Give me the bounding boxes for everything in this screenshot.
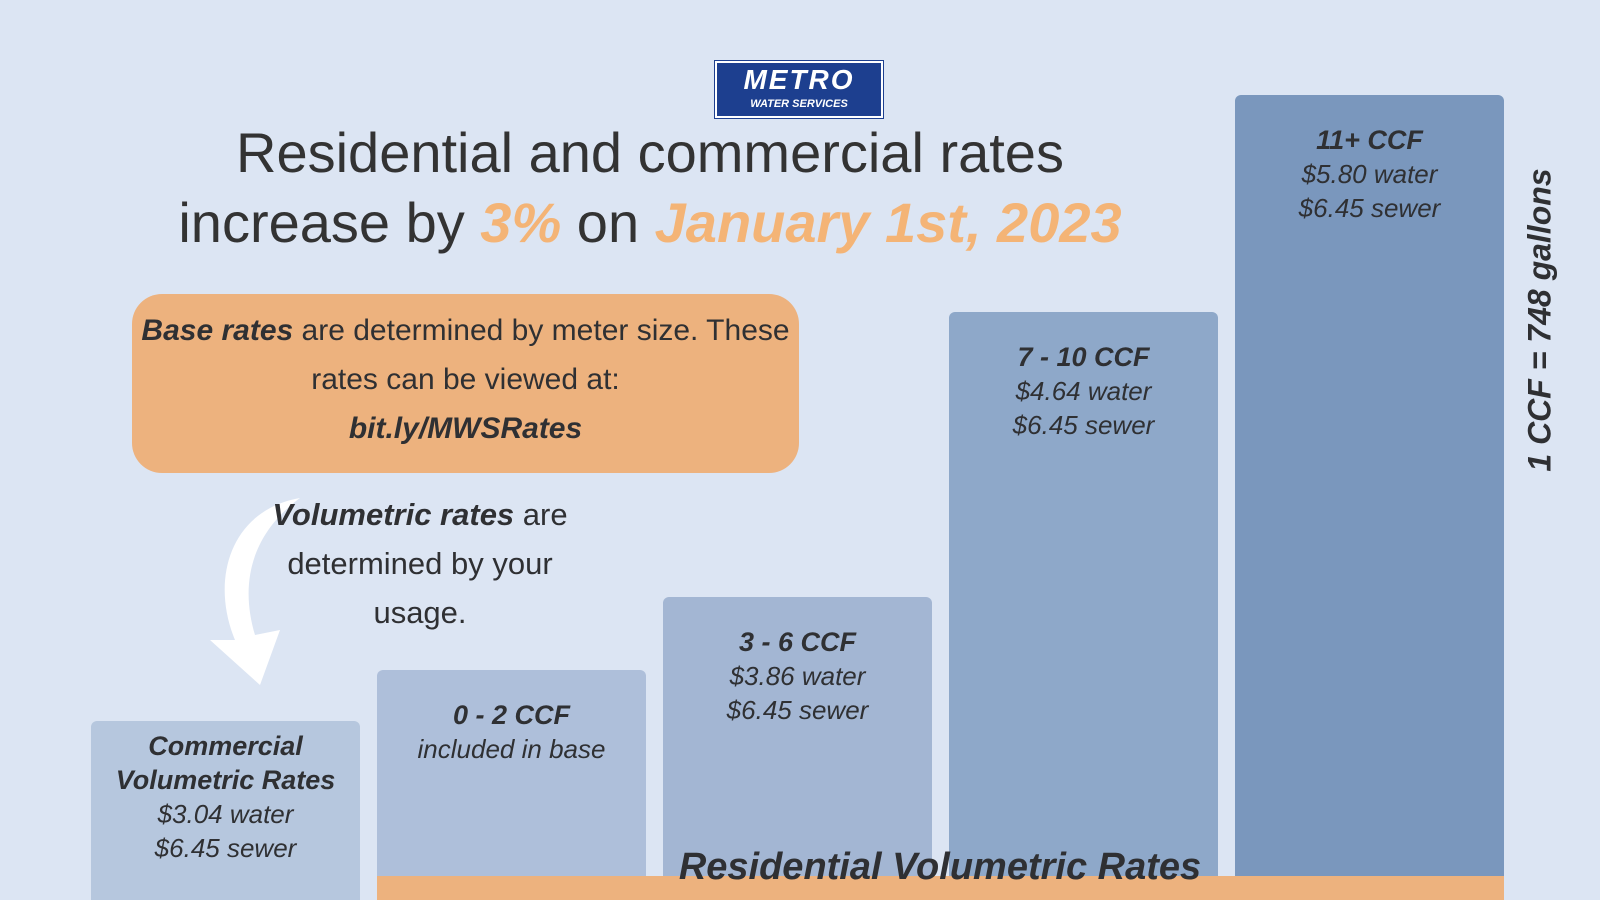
tier-label: 7 - 10 CCF	[1017, 342, 1150, 372]
tier-label: 0 - 2 CCF	[452, 700, 571, 730]
bold-text: Base rates	[141, 314, 294, 347]
percent: 3%	[480, 191, 562, 254]
residential-label: Residential Volumetric Rates	[678, 846, 1202, 888]
arrow	[210, 498, 300, 685]
logo: METRO WATER SERVICES	[714, 60, 884, 119]
tier-bar: 11+ CCF $5.80 water $6.45 sewer	[1235, 95, 1504, 900]
headline: Residential and commercial rates increas…	[60, 118, 1240, 258]
tier-rate: $6.45 sewer	[1012, 410, 1155, 440]
tier-label: 11+ CCF	[1316, 125, 1423, 155]
tier-bar: 0 - 2 CCF included in base	[377, 670, 646, 900]
tier-label: Commercial Volumetric Rates	[115, 731, 336, 795]
tier-rate: $4.64 water	[1015, 376, 1152, 406]
tier-label: 3 - 6 CCF	[738, 627, 857, 657]
bold-text: Volumetric rates	[272, 497, 515, 532]
strip	[377, 876, 1504, 900]
link[interactable]: bit.ly/MWSRates	[348, 412, 583, 445]
tier-rate: $6.45 sewer	[1298, 193, 1441, 223]
logo-name: METRO	[743, 64, 855, 95]
tier-bar: 7 - 10 CCF $4.64 water $6.45 sewer	[949, 312, 1218, 900]
text: on	[576, 191, 640, 254]
headline-line: increase by 3% on January 1st, 2023	[60, 188, 1240, 258]
tier-rate: $6.45 sewer	[154, 833, 297, 863]
volumetric-note: Volumetric rates are determined by your …	[240, 490, 600, 637]
tier-bar: 3 - 6 CCF $3.86 water $6.45 sewer	[663, 597, 932, 900]
logo-subtitle: WATER SERVICES	[750, 98, 848, 110]
text: are determined by meter size. These rate…	[301, 314, 790, 396]
date: January 1st, 2023	[654, 191, 1122, 254]
tier-rate: $5.80 water	[1301, 159, 1438, 189]
base-note: Base rates are determined by meter size.…	[132, 294, 799, 473]
tier-rate: $3.04 water	[157, 799, 294, 829]
headline-line: Residential and commercial rates	[236, 121, 1064, 184]
tier-rate: $3.86 water	[729, 661, 866, 691]
tier-rate: included in base	[417, 734, 606, 764]
tier-rate: $6.45 sewer	[726, 695, 869, 725]
tier-bar: Commercial Volumetric Rates $3.04 water $6…	[91, 721, 360, 900]
text: are determined by your usage.	[287, 497, 568, 630]
text: increase by	[178, 191, 465, 254]
conversion: 1 CCF = 748 gallons	[1521, 168, 1558, 472]
